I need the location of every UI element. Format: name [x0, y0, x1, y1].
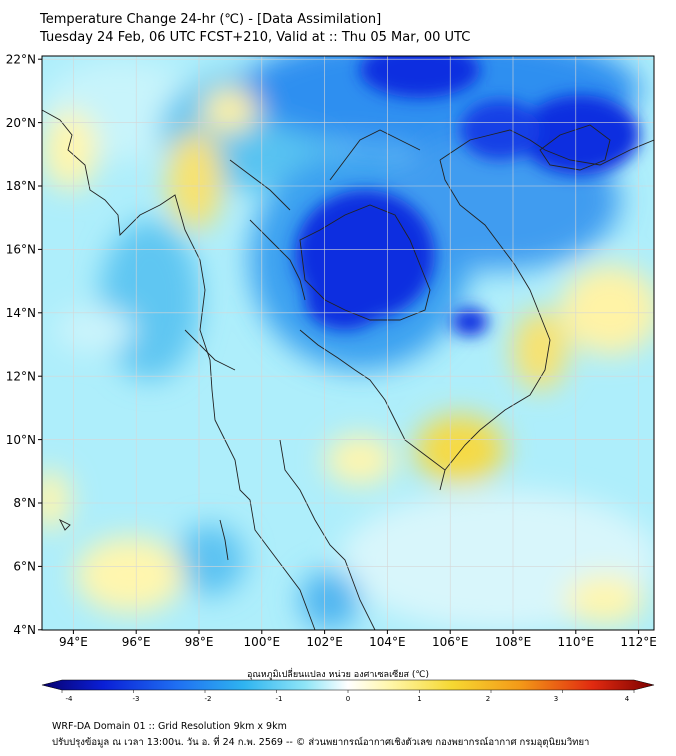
- colorbar-tick-label: -2: [205, 695, 212, 703]
- footer-model-info: WRF-DA Domain 01 :: Grid Resolution 9km …: [52, 721, 287, 732]
- lat-tick-label: 8°N: [13, 496, 36, 510]
- colorbar-tick-label: 3: [554, 695, 558, 703]
- lon-tick-label: 104°E: [369, 635, 406, 649]
- map-frame: [41, 55, 655, 631]
- lon-tick-label: 106°E: [432, 635, 469, 649]
- colorbar-tick-label: -4: [66, 695, 74, 703]
- lat-tick-labels: 22°N 20°N 18°N 16°N 14°N 12°N 10°N 8°N 6…: [6, 52, 36, 637]
- footer-update-info: ปรับปรุงข้อมูล ณ เวลา 13:00น. วัน อ. ที่…: [52, 737, 590, 748]
- lon-tick-label: 112°E: [620, 635, 657, 649]
- map-subtitle: Tuesday 24 Feb, 06 UTC FCST+210, Valid a…: [40, 30, 471, 45]
- temperature-field: [42, 56, 654, 630]
- lon-tick-labels: 94°E 96°E 98°E 100°E 102°E 104°E 106°E 1…: [59, 635, 657, 649]
- colorbar: -4 -3 -2 -1 0 1 2 3 4: [41, 679, 655, 703]
- colorbar-title: อุณหภูมิเปลี่ยนแปลง หน่วย องศาเซลเซียส (…: [246, 670, 430, 680]
- lat-tick-label: 12°N: [6, 369, 36, 383]
- colorbar-tick-label: -1: [276, 695, 283, 703]
- colorbar-tick-label: 4: [625, 695, 630, 703]
- colorbar-tick-label: 0: [346, 695, 350, 703]
- lon-tick-label: 108°E: [495, 635, 532, 649]
- lat-tick-label: 20°N: [6, 116, 36, 130]
- map-title: Temperature Change 24-hr (℃) - [Data Ass…: [40, 12, 382, 27]
- colorbar-bar: [41, 679, 655, 691]
- lat-tick-label: 16°N: [6, 243, 36, 257]
- lon-tick-marks: [72, 630, 640, 634]
- colorbar-tick-label: 2: [486, 695, 490, 703]
- lon-tick-label: 94°E: [59, 635, 88, 649]
- lat-tick-marks: [38, 58, 42, 631]
- coastlines: [42, 109, 654, 630]
- lon-tick-label: 98°E: [185, 635, 214, 649]
- lon-tick-label: 102°E: [306, 635, 343, 649]
- colorbar-tick-label: 1: [417, 695, 421, 703]
- lat-tick-label: 4°N: [13, 623, 36, 637]
- lat-tick-label: 18°N: [6, 179, 36, 193]
- lat-tick-label: 10°N: [6, 433, 36, 447]
- colorbar-tick-label: -3: [133, 695, 140, 703]
- lat-tick-label: 6°N: [13, 560, 36, 574]
- gridlines: [42, 56, 654, 630]
- lon-tick-label: 110°E: [558, 635, 595, 649]
- lat-tick-label: 22°N: [6, 52, 36, 66]
- lon-tick-label: 100°E: [244, 635, 281, 649]
- lat-tick-label: 14°N: [6, 306, 36, 320]
- lon-tick-label: 96°E: [122, 635, 151, 649]
